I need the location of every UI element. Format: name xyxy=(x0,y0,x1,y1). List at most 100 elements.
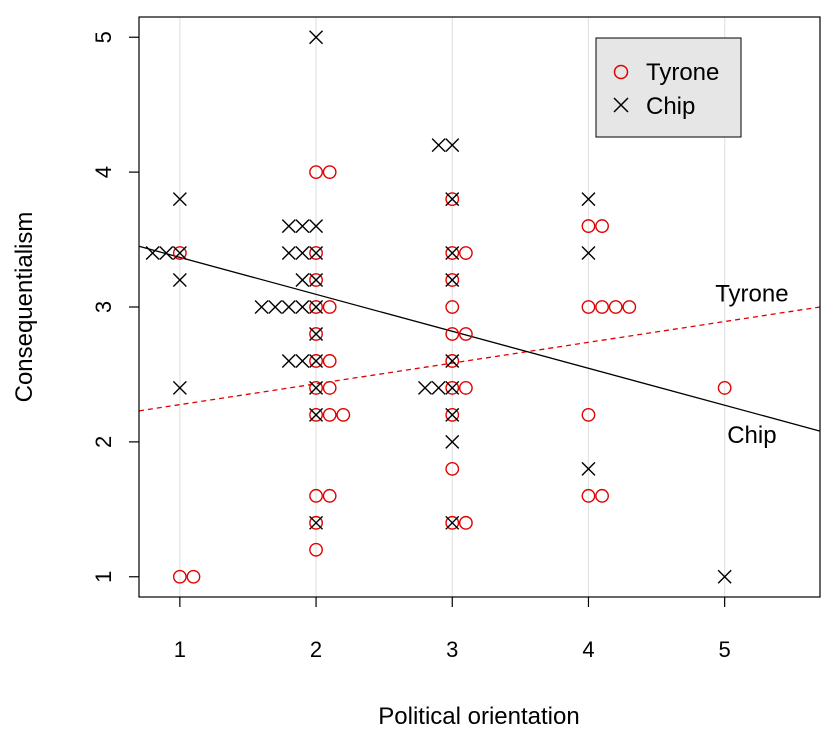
point-chip xyxy=(145,246,160,261)
point-chip xyxy=(309,515,324,530)
point-tyrone xyxy=(581,488,596,503)
y-tick-label: 1 xyxy=(91,571,116,583)
point-chip xyxy=(309,300,324,314)
point-tyrone xyxy=(322,408,337,422)
fit-line-label-tyrone: Tyrone xyxy=(715,281,788,308)
point-tyrone xyxy=(622,300,637,314)
point-tyrone xyxy=(581,300,596,314)
point-chip xyxy=(172,246,187,261)
point-tyrone xyxy=(445,381,460,395)
legend-chip-marker xyxy=(613,97,629,113)
point-chip xyxy=(281,219,296,234)
point-tyrone xyxy=(595,488,609,503)
point-chip xyxy=(445,273,460,288)
point-tyrone xyxy=(717,381,732,395)
point-tyrone xyxy=(445,327,460,341)
point-tyrone xyxy=(172,569,187,584)
point-chip xyxy=(309,273,324,288)
point-chip xyxy=(309,407,324,422)
point-chip xyxy=(268,300,283,314)
point-tyrone xyxy=(322,381,337,395)
point-chip xyxy=(445,515,460,530)
y-tick-label: 4 xyxy=(91,166,116,178)
point-chip xyxy=(281,353,296,368)
point-chip xyxy=(254,300,269,314)
point-tyrone xyxy=(581,408,596,422)
point-chip xyxy=(295,219,310,234)
y-tick-label: 3 xyxy=(91,301,116,313)
point-tyrone xyxy=(445,408,460,422)
point-chip xyxy=(309,326,324,341)
point-chip xyxy=(445,192,460,207)
point-chip xyxy=(309,353,324,368)
legend-tyrone-label: Tyrone xyxy=(646,59,719,86)
point-tyrone xyxy=(322,165,337,180)
point-tyrone xyxy=(322,488,337,503)
point-chip xyxy=(295,353,310,368)
point-chip xyxy=(445,407,460,422)
point-tyrone xyxy=(445,246,460,260)
point-tyrone xyxy=(322,300,337,314)
point-chip xyxy=(431,380,446,395)
point-tyrone xyxy=(309,327,323,341)
point-chip xyxy=(309,219,324,234)
point-tyrone xyxy=(445,354,460,368)
point-tyrone xyxy=(309,246,323,260)
x-tick-label: 1 xyxy=(174,637,186,662)
y-tick-label: 5 xyxy=(91,31,116,43)
point-tyrone xyxy=(445,461,460,476)
point-tyrone xyxy=(186,569,201,584)
x-axis-title: Political orientation xyxy=(378,703,579,730)
x-tick-label: 4 xyxy=(582,637,594,662)
point-chip xyxy=(581,192,596,207)
point-tyrone xyxy=(309,273,323,287)
fit-line-label-chip: Chip xyxy=(727,422,776,449)
point-tyrone xyxy=(581,219,596,233)
point-chip xyxy=(309,246,324,261)
point-chip xyxy=(581,461,596,476)
point-chip xyxy=(418,380,433,395)
point-tyrone xyxy=(309,488,323,503)
point-chip xyxy=(309,380,324,395)
point-tyrone xyxy=(458,515,473,530)
point-chip xyxy=(281,246,296,261)
point-tyrone xyxy=(309,300,323,314)
point-chip xyxy=(295,300,310,314)
point-tyrone xyxy=(595,300,609,314)
legend-tyrone-marker xyxy=(613,64,629,80)
point-tyrone xyxy=(309,354,323,368)
data-points xyxy=(145,30,732,584)
point-chip xyxy=(295,273,310,288)
point-chip xyxy=(172,380,187,395)
point-chip xyxy=(159,246,174,261)
point-tyrone xyxy=(458,327,473,341)
point-tyrone xyxy=(309,165,323,180)
point-chip xyxy=(281,300,296,314)
point-chip xyxy=(445,138,460,153)
point-tyrone xyxy=(172,246,187,260)
fit-line-tyrone xyxy=(138,306,821,412)
point-tyrone xyxy=(309,542,323,557)
legend: Tyrone Chip xyxy=(595,37,742,138)
point-chip xyxy=(295,246,310,261)
point-tyrone xyxy=(309,381,323,395)
x-tick-label: 2 xyxy=(310,637,322,662)
fit-line-labels: Tyrone Chip xyxy=(715,281,788,450)
point-chip xyxy=(445,353,460,368)
point-chip xyxy=(172,192,187,207)
point-tyrone xyxy=(309,515,323,530)
point-chip xyxy=(717,569,732,584)
point-tyrone xyxy=(608,300,623,314)
point-tyrone xyxy=(445,515,460,530)
fit-line-chip xyxy=(138,245,821,432)
legend-chip-label: Chip xyxy=(646,93,695,120)
y-tick-label: 2 xyxy=(91,436,116,448)
point-chip xyxy=(431,138,446,153)
point-tyrone xyxy=(458,246,473,260)
legend-box xyxy=(595,37,742,138)
x-tick-label: 3 xyxy=(446,637,458,662)
point-tyrone xyxy=(595,219,609,233)
point-tyrone xyxy=(309,408,323,422)
point-tyrone xyxy=(445,192,460,206)
